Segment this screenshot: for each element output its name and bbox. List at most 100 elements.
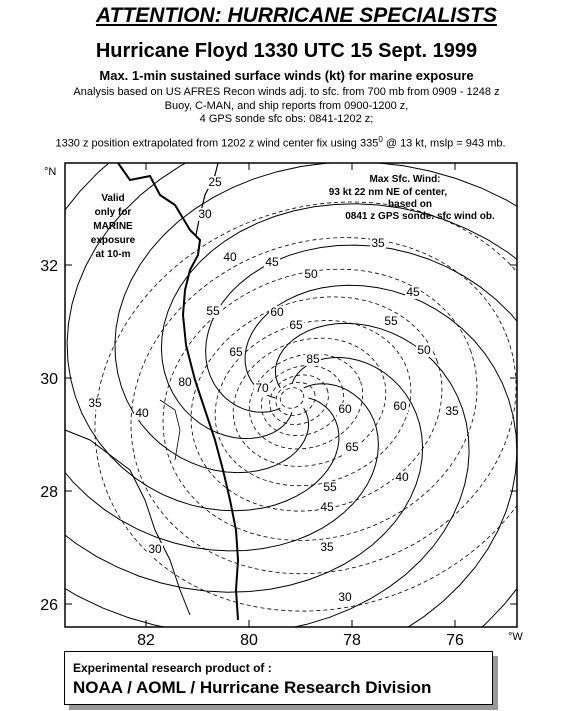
label-bg: [228, 346, 244, 359]
lon-label: 76: [446, 632, 464, 649]
label-bg: [444, 405, 460, 418]
streamline: [114, 163, 517, 474]
isotach-label: 65: [345, 440, 359, 454]
label-bg: [87, 397, 103, 410]
label-bg: [337, 403, 353, 416]
isotach-label: 50: [304, 267, 318, 281]
isotach-label: 30: [338, 590, 352, 604]
position-line: 1330 z position extrapolated from 1202 z…: [0, 133, 567, 151]
credit-box: Experimental research product of : NOAA …: [64, 651, 493, 705]
lat-label: 26: [40, 597, 58, 614]
lon-label: 82: [137, 632, 155, 649]
isotach: [275, 381, 316, 416]
isotach-label: 55: [206, 304, 220, 318]
label-bg: [319, 541, 335, 554]
isotach-label: 80: [178, 375, 192, 389]
validity-note: Valid: [101, 193, 124, 204]
isotach: [232, 337, 387, 467]
lon-label: 78: [343, 632, 361, 649]
isotach-label: 70: [255, 381, 269, 395]
label-bg: [269, 306, 285, 319]
streamline: [160, 203, 517, 440]
isotach-label: 55: [384, 314, 398, 328]
isotachs: [65, 163, 517, 627]
isotach-label: 55: [323, 480, 337, 494]
lat-label: 32: [40, 258, 58, 275]
streamline: [65, 163, 379, 552]
lat-label: 30: [40, 371, 58, 388]
isotach-label: 65: [289, 318, 303, 332]
label-bg: [254, 382, 270, 395]
label-bg: [416, 344, 432, 357]
isotach: [248, 353, 364, 450]
label-bg: [392, 400, 408, 413]
info-line: 4 GPS sonde sfc obs: 0841-1202 z;: [199, 113, 374, 125]
validity-note: only for: [95, 207, 132, 218]
isotach-label: 30: [198, 207, 212, 221]
text: @ 13 kt, mslp = 943 mb.: [385, 137, 506, 150]
isotach-label: 40: [395, 470, 409, 484]
label-bg: [405, 286, 421, 299]
isotach-label: 30: [148, 542, 162, 556]
streamline: [65, 322, 470, 627]
isotach: [260, 365, 345, 436]
isotach-label: 65: [229, 345, 243, 359]
map-frame: [64, 162, 518, 628]
isotach-label: 40: [135, 406, 149, 420]
label-bg: [264, 256, 280, 269]
label-bg: [177, 376, 193, 389]
title: Hurricane Floyd 1330 UTC 15 Sept. 1999: [95, 40, 478, 62]
validity-note: MARINE: [93, 221, 133, 232]
isotach-label: 35: [320, 540, 334, 554]
isotach-label: 60: [338, 402, 352, 416]
lat-label: 28: [40, 484, 58, 501]
label-bg: [134, 407, 150, 420]
isotach-label: 35: [445, 404, 459, 418]
label-bg: [394, 471, 410, 484]
isotach-label: 35: [88, 396, 102, 410]
validity-note: exposure: [91, 235, 136, 246]
alert-title: ATTENTION: HURRICANE SPECIALISTS: [96, 4, 497, 27]
label-bg: [197, 208, 213, 221]
isotach: [279, 387, 305, 409]
isotach-label: 60: [393, 399, 407, 413]
isotach-label: 35: [371, 236, 385, 250]
label-bg: [207, 176, 223, 189]
isotach-label: 50: [417, 343, 431, 357]
isotach-label: 45: [265, 255, 279, 269]
text: 1330 z position extrapolated from 1202 z…: [55, 137, 379, 150]
label-bg: [383, 315, 399, 328]
description: Max. 1-min sustained surface winds (kt) …: [99, 68, 474, 83]
map: 32 30 28 26 82 80 78 76 °N °W Valid only for MARINE e…: [40, 162, 523, 649]
info-line: Analysis based on US AFRES Recon winds a…: [73, 86, 500, 98]
streamline: [244, 284, 517, 627]
max-wind-note: 93 kt 22 nm NE of center,: [329, 187, 448, 198]
info-line: Buoy, C-MAN, and ship reports from 0900-…: [164, 100, 409, 112]
isotach-label: 25: [208, 175, 222, 189]
streamline: [65, 356, 424, 593]
label-bg: [305, 353, 321, 366]
label-bg: [370, 237, 386, 250]
max-wind-note: 0841 z GPS sonde. sfc wind ob.: [345, 211, 495, 222]
isotach: [214, 320, 412, 487]
credit-line: Experimental research product of :: [73, 661, 272, 675]
lon-label: 80: [240, 632, 258, 649]
credit-org: NOAA / AOML / Hurricane Research Divisio…: [73, 678, 432, 697]
label-bg: [319, 501, 335, 514]
max-wind-note: Max Sfc. Wind:: [369, 174, 440, 185]
lat-unit: °N: [44, 166, 56, 178]
coastline: [64, 162, 240, 621]
lon-unit: °W: [508, 631, 523, 643]
label-bg: [303, 268, 319, 281]
label-bg: [322, 481, 338, 494]
isotach-label: 40: [223, 250, 237, 264]
isotach-label: 85: [306, 352, 320, 366]
superscript: 0: [378, 135, 383, 144]
max-wind-note: based on: [388, 199, 432, 210]
label-bg: [288, 319, 304, 332]
isotach-label: 45: [406, 285, 420, 299]
label-bg: [337, 591, 353, 604]
isotach: [130, 237, 517, 575]
label-bg: [222, 251, 238, 264]
